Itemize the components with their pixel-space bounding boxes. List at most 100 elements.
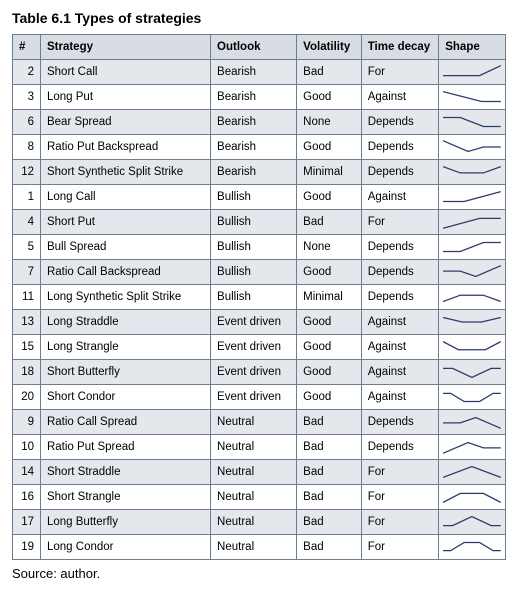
table-row: 19Long CondorNeutralBadFor — [13, 535, 506, 560]
cell-volatility: Good — [297, 335, 362, 360]
payoff-shape-icon — [443, 463, 501, 481]
source-note: Source: author. — [12, 566, 506, 581]
cell-strategy: Ratio Put Spread — [40, 435, 210, 460]
cell-shape — [439, 60, 506, 85]
cell-number: 2 — [13, 60, 41, 85]
cell-number: 17 — [13, 510, 41, 535]
cell-shape — [439, 460, 506, 485]
cell-outlook: Bearish — [211, 110, 297, 135]
cell-outlook: Bullish — [211, 260, 297, 285]
cell-number: 8 — [13, 135, 41, 160]
cell-decay: For — [361, 460, 439, 485]
cell-decay: Against — [361, 385, 439, 410]
table-row: 1Long CallBullishGoodAgainst — [13, 185, 506, 210]
payoff-shape-icon — [443, 188, 501, 206]
cell-outlook: Event driven — [211, 335, 297, 360]
cell-strategy: Short Call — [40, 60, 210, 85]
cell-number: 5 — [13, 235, 41, 260]
payoff-shape-icon — [443, 538, 501, 556]
cell-shape — [439, 260, 506, 285]
cell-number: 1 — [13, 185, 41, 210]
cell-strategy: Short Strangle — [40, 485, 210, 510]
table-row: 8Ratio Put BackspreadBearishGoodDepends — [13, 135, 506, 160]
table-row: 15Long StrangleEvent drivenGoodAgainst — [13, 335, 506, 360]
cell-number: 13 — [13, 310, 41, 335]
payoff-shape-icon — [443, 238, 501, 256]
cell-volatility: Good — [297, 360, 362, 385]
cell-strategy: Ratio Put Backspread — [40, 135, 210, 160]
col-header: Volatility — [297, 35, 362, 60]
table-row: 13Long StraddleEvent drivenGoodAgainst — [13, 310, 506, 335]
table-row: 5Bull SpreadBullishNoneDepends — [13, 235, 506, 260]
cell-decay: Against — [361, 85, 439, 110]
cell-volatility: Bad — [297, 210, 362, 235]
cell-number: 12 — [13, 160, 41, 185]
cell-number: 15 — [13, 335, 41, 360]
cell-decay: Against — [361, 185, 439, 210]
table-row: 16Short StrangleNeutralBadFor — [13, 485, 506, 510]
cell-outlook: Event driven — [211, 360, 297, 385]
cell-volatility: Good — [297, 310, 362, 335]
cell-strategy: Long Straddle — [40, 310, 210, 335]
table-body: 2Short CallBearishBadFor3Long PutBearish… — [13, 60, 506, 560]
table-row: 9Ratio Call SpreadNeutralBadDepends — [13, 410, 506, 435]
cell-decay: Depends — [361, 410, 439, 435]
cell-volatility: Bad — [297, 410, 362, 435]
payoff-shape-icon — [443, 263, 501, 281]
cell-number: 3 — [13, 85, 41, 110]
cell-decay: Depends — [361, 235, 439, 260]
cell-volatility: Good — [297, 185, 362, 210]
cell-number: 18 — [13, 360, 41, 385]
cell-volatility: Minimal — [297, 160, 362, 185]
cell-volatility: Bad — [297, 485, 362, 510]
table-row: 7Ratio Call BackspreadBullishGoodDepends — [13, 260, 506, 285]
cell-shape — [439, 410, 506, 435]
cell-number: 10 — [13, 435, 41, 460]
cell-decay: Depends — [361, 260, 439, 285]
col-header: Time decay — [361, 35, 439, 60]
table-row: 17Long ButterflyNeutralBadFor — [13, 510, 506, 535]
cell-volatility: Bad — [297, 510, 362, 535]
cell-volatility: None — [297, 110, 362, 135]
col-header: Outlook — [211, 35, 297, 60]
cell-number: 20 — [13, 385, 41, 410]
cell-strategy: Short Butterfly — [40, 360, 210, 385]
cell-strategy: Bull Spread — [40, 235, 210, 260]
cell-decay: For — [361, 60, 439, 85]
table-row: 14Short StraddleNeutralBadFor — [13, 460, 506, 485]
cell-decay: For — [361, 510, 439, 535]
table-row: 20Short CondorEvent drivenGoodAgainst — [13, 385, 506, 410]
page: Table 6.1 Types of strategies #StrategyO… — [0, 0, 518, 593]
cell-outlook: Bearish — [211, 85, 297, 110]
cell-number: 19 — [13, 535, 41, 560]
table-row: 4Short PutBullishBadFor — [13, 210, 506, 235]
payoff-shape-icon — [443, 313, 501, 331]
payoff-shape-icon — [443, 63, 501, 81]
payoff-shape-icon — [443, 288, 501, 306]
payoff-shape-icon — [443, 363, 501, 381]
cell-decay: For — [361, 485, 439, 510]
cell-shape — [439, 110, 506, 135]
cell-outlook: Neutral — [211, 460, 297, 485]
table-row: 10Ratio Put SpreadNeutralBadDepends — [13, 435, 506, 460]
cell-outlook: Bullish — [211, 235, 297, 260]
cell-strategy: Long Synthetic Split Strike — [40, 285, 210, 310]
table-row: 3Long PutBearishGoodAgainst — [13, 85, 506, 110]
cell-decay: Against — [361, 335, 439, 360]
table-title: Table 6.1 Types of strategies — [12, 10, 506, 26]
cell-strategy: Long Call — [40, 185, 210, 210]
cell-volatility: Bad — [297, 535, 362, 560]
cell-decay: Depends — [361, 285, 439, 310]
cell-outlook: Neutral — [211, 535, 297, 560]
cell-decay: For — [361, 535, 439, 560]
cell-volatility: Bad — [297, 60, 362, 85]
cell-shape — [439, 310, 506, 335]
cell-volatility: Good — [297, 385, 362, 410]
cell-volatility: Good — [297, 135, 362, 160]
cell-shape — [439, 435, 506, 460]
col-header: Shape — [439, 35, 506, 60]
cell-outlook: Bearish — [211, 60, 297, 85]
cell-shape — [439, 85, 506, 110]
payoff-shape-icon — [443, 488, 501, 506]
cell-number: 11 — [13, 285, 41, 310]
